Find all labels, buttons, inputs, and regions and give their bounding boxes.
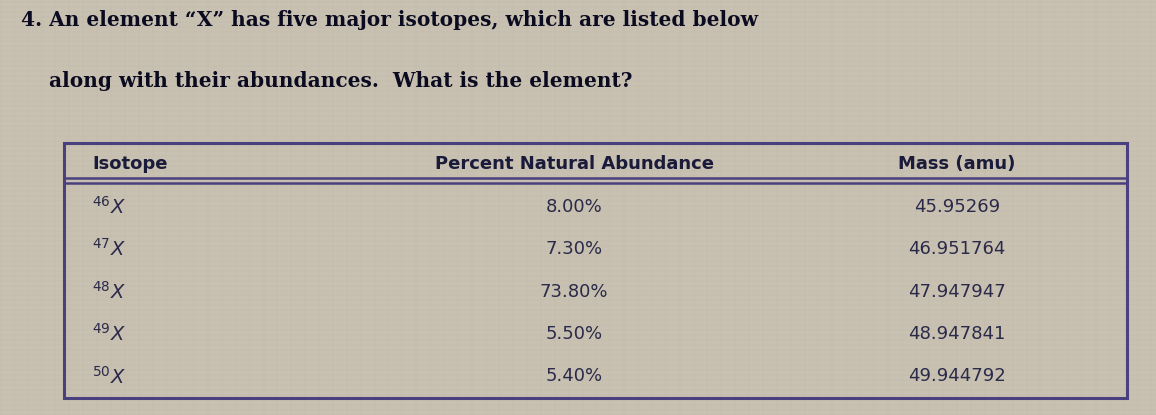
Text: 7.30%: 7.30% bbox=[546, 240, 602, 258]
Text: $^{46}$X: $^{46}$X bbox=[92, 196, 126, 218]
Text: 5.50%: 5.50% bbox=[546, 325, 602, 343]
Text: $^{47}$X: $^{47}$X bbox=[92, 238, 126, 260]
Text: 47.947947: 47.947947 bbox=[909, 283, 1006, 300]
Text: 48.947841: 48.947841 bbox=[909, 325, 1006, 343]
Text: 45.95269: 45.95269 bbox=[914, 198, 1000, 216]
Text: 49.944792: 49.944792 bbox=[909, 367, 1006, 386]
Text: 46.951764: 46.951764 bbox=[909, 240, 1006, 258]
Text: Percent Natural Abundance: Percent Natural Abundance bbox=[435, 155, 713, 173]
Text: 5.40%: 5.40% bbox=[546, 367, 602, 386]
Text: $^{49}$X: $^{49}$X bbox=[92, 323, 126, 345]
Text: along with their abundances.  What is the element?: along with their abundances. What is the… bbox=[21, 71, 632, 90]
Text: 73.80%: 73.80% bbox=[540, 283, 608, 300]
Text: 4. An element “X” has five major isotopes, which are listed below: 4. An element “X” has five major isotope… bbox=[21, 10, 758, 30]
Text: Mass (amu): Mass (amu) bbox=[898, 155, 1016, 173]
Text: 8.00%: 8.00% bbox=[546, 198, 602, 216]
Text: Isotope: Isotope bbox=[92, 155, 168, 173]
Text: $^{48}$X: $^{48}$X bbox=[92, 281, 126, 303]
Text: $^{50}$X: $^{50}$X bbox=[92, 366, 126, 387]
